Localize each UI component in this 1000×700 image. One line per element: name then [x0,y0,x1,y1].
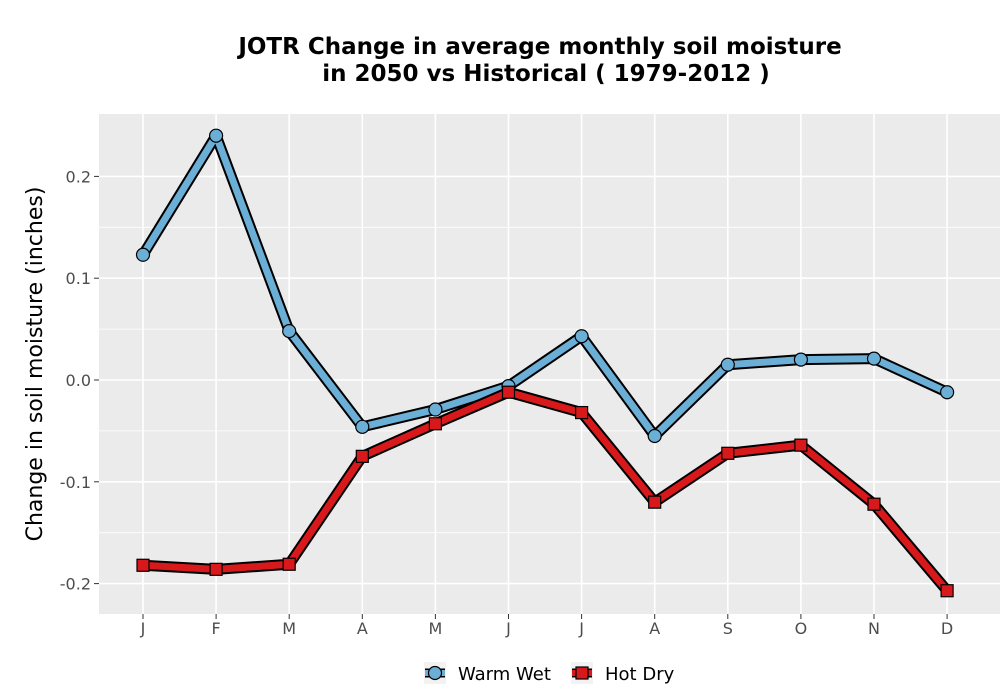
data-point [794,438,808,452]
legend: Warm Wet Hot Dry [424,662,675,685]
major-gridlines [99,114,1000,614]
y-tick-label: -0.1 [60,473,91,492]
x-tick-label: O [795,619,808,638]
data-point [721,446,735,460]
series-line [139,388,951,595]
x-tick-label: A [649,619,660,638]
data-point [647,428,662,444]
x-tick-label: J [140,619,146,638]
x-tick-label: N [868,619,880,638]
data-point [209,562,223,576]
x-tick-label: A [357,619,368,638]
data-point [428,402,443,417]
x-tick-label: M [428,619,442,638]
data-point [282,557,296,571]
x-tick-label: S [723,619,733,638]
legend-item: Hot Dry [571,662,675,685]
data-point [648,495,662,509]
data-point [940,584,954,598]
data-point [793,352,809,367]
data-point [355,419,370,434]
y-tick-label: 0.0 [66,371,91,390]
chart-title-line-1: JOTR Change in average monthly soil mois… [236,34,841,60]
x-tick-label: J [578,619,584,638]
data-point [939,385,955,400]
series-1 [136,385,954,598]
legend-marker [575,666,589,680]
y-axis-label: Change in soil moisture (inches) [23,187,48,542]
x-tick-label: J [505,619,511,638]
data-point [720,357,735,372]
data-point [136,558,150,572]
y-tick-label: -0.2 [60,575,91,594]
y-tick-label: 0.2 [66,167,91,186]
data-point [867,497,881,511]
y-axis-ticks: -0.2 -0.1 0.0 0.1 0.2 [60,167,99,594]
data-point [866,351,882,366]
data-point [282,324,297,339]
data-point [209,128,224,143]
x-tick-label: M [282,619,296,638]
x-tick-label: F [211,619,220,638]
legend-marker [427,665,443,681]
data-point [355,449,369,463]
x-tick-label: D [941,619,953,638]
series-0 [135,128,955,444]
data-point [428,417,442,431]
legend-label: Hot Dry [605,664,675,685]
series-layer [135,128,955,598]
data-point [574,405,589,420]
data-point [501,385,516,399]
series-line [139,132,951,440]
chart-title-line-2: in 2050 vs Historical ( 1979-2012 ) [322,61,769,87]
data-point [135,247,151,262]
y-tick-label: 0.1 [66,269,91,288]
legend-label: Warm Wet [458,664,551,685]
legend-item: Warm Wet [424,662,551,685]
data-point [574,329,589,344]
